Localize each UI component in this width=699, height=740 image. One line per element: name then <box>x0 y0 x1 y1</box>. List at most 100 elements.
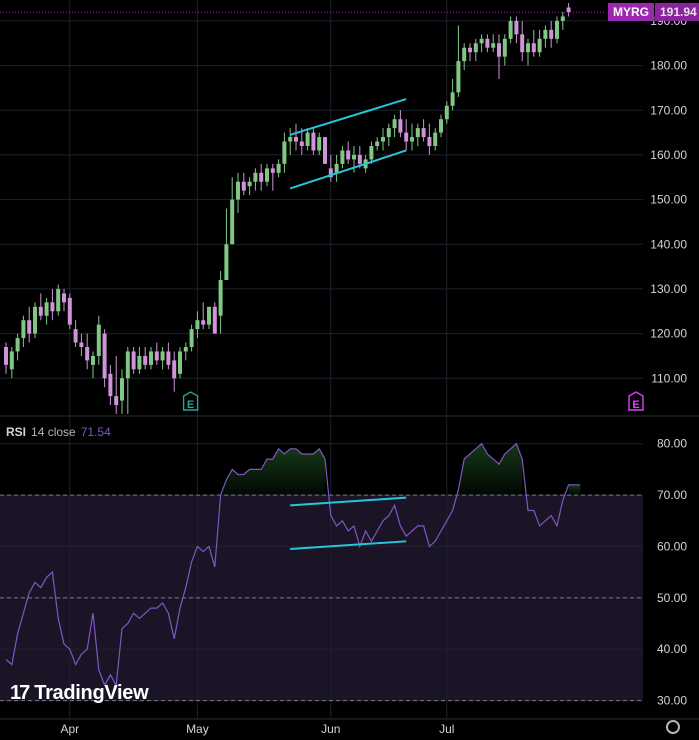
candle <box>218 271 223 334</box>
rsi-value: 71.54 <box>80 425 111 439</box>
candle <box>282 132 287 173</box>
candle <box>497 34 501 79</box>
svg-text:E: E <box>187 399 194 411</box>
rsi-legend[interactable]: RSI 14 close 71.54 <box>6 425 111 439</box>
candle <box>514 16 519 44</box>
candle <box>15 333 20 361</box>
rsi-tick-label: 70.00 <box>657 488 687 502</box>
trendline[interactable] <box>289 98 407 136</box>
candle <box>166 342 171 370</box>
time-label: Jun <box>321 722 340 736</box>
candle <box>85 333 90 370</box>
rsi-params: 14 close <box>31 425 76 439</box>
candle <box>241 172 246 196</box>
candle <box>346 141 351 164</box>
candle <box>537 29 542 57</box>
price-axis-labels: 110.00 120.00 130.00 140.00 150.00 160.00 170.… <box>650 14 687 385</box>
candle <box>276 159 281 178</box>
candle <box>375 137 380 151</box>
candle <box>224 208 229 280</box>
candle <box>566 3 571 17</box>
candle <box>33 302 37 339</box>
candle <box>421 119 426 142</box>
rsi-tick-label: 80.00 <box>657 437 687 451</box>
earnings-marker[interactable]: E <box>628 391 644 411</box>
candle <box>549 20 554 48</box>
time-label: Jul <box>439 722 454 736</box>
candle <box>462 43 467 71</box>
candle <box>137 347 142 374</box>
candle <box>4 342 8 374</box>
rsi-axis-labels: 30.00 40.00 50.00 60.00 70.00 80.00 <box>657 437 687 708</box>
candle <box>485 34 490 53</box>
candle <box>125 347 130 414</box>
candle <box>62 288 66 312</box>
candle <box>201 302 206 330</box>
candle <box>114 355 119 414</box>
candle <box>50 288 55 321</box>
settings-gear-icon[interactable] <box>666 720 680 734</box>
candle <box>120 369 124 414</box>
candle <box>299 128 304 155</box>
candle <box>172 351 177 392</box>
candle <box>543 25 548 48</box>
trendline[interactable] <box>290 540 407 551</box>
rsi-tick-label: 60.00 <box>657 539 687 553</box>
candle <box>189 324 194 352</box>
trendline[interactable] <box>289 149 407 190</box>
candle <box>508 16 513 44</box>
price-pane[interactable] <box>0 0 643 415</box>
candle <box>195 311 200 339</box>
candle <box>160 347 165 370</box>
candle <box>305 128 310 151</box>
candle <box>154 342 159 365</box>
time-label: Apr <box>60 722 79 736</box>
rsi-channel-lines[interactable] <box>290 496 407 551</box>
candle <box>311 128 316 155</box>
price-channel-lines[interactable] <box>289 98 407 190</box>
candle <box>149 347 153 370</box>
candle <box>288 128 293 155</box>
candle <box>520 20 525 62</box>
candle <box>207 306 211 330</box>
candle <box>27 306 32 343</box>
price-tick-label: 170.00 <box>650 103 687 117</box>
symbol-label: MYRG <box>608 3 654 22</box>
candle <box>183 342 188 361</box>
candle <box>415 123 420 146</box>
candle <box>91 351 95 379</box>
candle <box>369 141 374 164</box>
candle <box>392 114 397 138</box>
rsi-name: RSI <box>6 425 27 439</box>
tradingview-logo[interactable]: 17 TradingView <box>10 682 149 705</box>
price-tick-label: 180.00 <box>650 59 687 73</box>
price-tick-label: 110.00 <box>651 371 687 385</box>
price-tick-label: 150.00 <box>650 193 687 207</box>
candle <box>427 123 432 155</box>
candle <box>444 101 449 124</box>
candles <box>4 3 571 414</box>
candle <box>410 123 414 151</box>
candle <box>479 34 484 53</box>
candle <box>108 364 113 406</box>
candle <box>328 154 333 182</box>
candle <box>386 123 391 146</box>
candle <box>317 132 322 155</box>
rsi-tick-label: 40.00 <box>657 642 687 656</box>
candle <box>131 347 136 374</box>
rsi-tick-label: 30.00 <box>657 694 687 708</box>
trendline[interactable] <box>290 496 407 507</box>
candle <box>450 79 455 111</box>
earnings-marker[interactable]: E <box>182 391 199 411</box>
candle <box>44 297 49 325</box>
candle <box>21 315 26 347</box>
candle <box>247 177 252 196</box>
candle <box>259 163 264 191</box>
tradingview-logo-text: TradingView <box>34 682 149 704</box>
candle <box>334 154 339 182</box>
candle <box>294 123 298 151</box>
candle <box>102 329 107 388</box>
candle <box>531 29 536 57</box>
